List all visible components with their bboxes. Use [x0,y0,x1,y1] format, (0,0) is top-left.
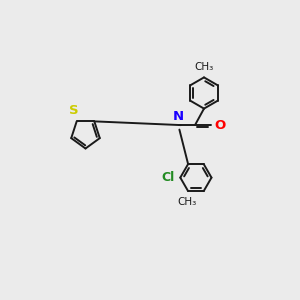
Text: S: S [70,103,79,117]
Text: Cl: Cl [162,171,175,184]
Text: CH₃: CH₃ [194,62,214,72]
Text: CH₃: CH₃ [177,197,196,207]
Text: N: N [173,110,184,123]
Text: O: O [214,118,226,132]
